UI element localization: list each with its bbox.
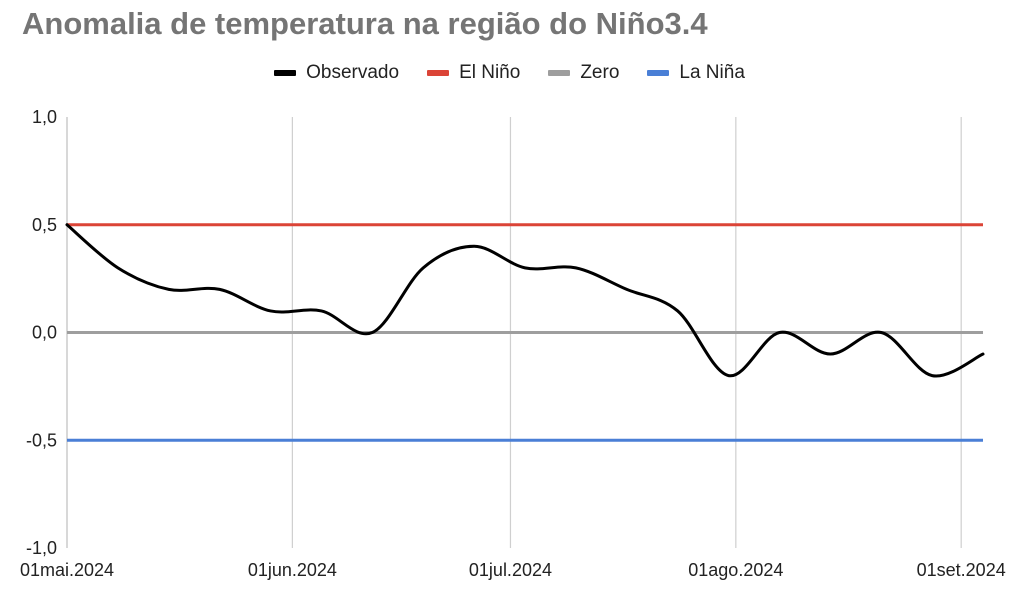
- legend-swatch-el-nino: [427, 70, 450, 76]
- x-tick-label-2: 01jul.2024: [469, 560, 552, 580]
- y-tick-label-2: 0,0: [32, 323, 57, 343]
- legend-label-observado: Observado: [306, 62, 400, 83]
- legend-label-la-nina: La Niña: [679, 62, 745, 83]
- x-tick-label-1: 01jun.2024: [248, 560, 337, 580]
- legend-swatch-zero: [548, 70, 571, 76]
- x-tick-label-3: 01ago.2024: [688, 560, 783, 580]
- legend-item-la-nina: La Niña: [647, 62, 745, 84]
- chart-title: Anomalia de temperatura na região do Niñ…: [22, 6, 708, 41]
- legend-swatch-la-nina: [647, 70, 670, 76]
- chart-legend: Observado El Niño Zero La Niña: [0, 62, 1019, 84]
- x-tick-label-4: 01set.2024: [917, 560, 1006, 580]
- legend-item-el-nino: El Niño: [427, 62, 520, 84]
- series-line-observado: [65, 223, 985, 378]
- y-tick-label-0: 1,0: [32, 107, 57, 127]
- legend-item-zero: Zero: [548, 62, 619, 84]
- legend-label-zero: Zero: [580, 62, 620, 83]
- legend-swatch-observado: [274, 70, 297, 76]
- y-tick-label-3: -0,5: [26, 430, 57, 450]
- y-tick-label-4: -1,0: [26, 538, 57, 558]
- x-tick-label-0: 01mai.2024: [20, 560, 114, 580]
- y-tick-label-1: 0,5: [32, 215, 57, 235]
- legend-label-el-nino: El Niño: [459, 62, 521, 83]
- legend-item-observado: Observado: [274, 62, 399, 84]
